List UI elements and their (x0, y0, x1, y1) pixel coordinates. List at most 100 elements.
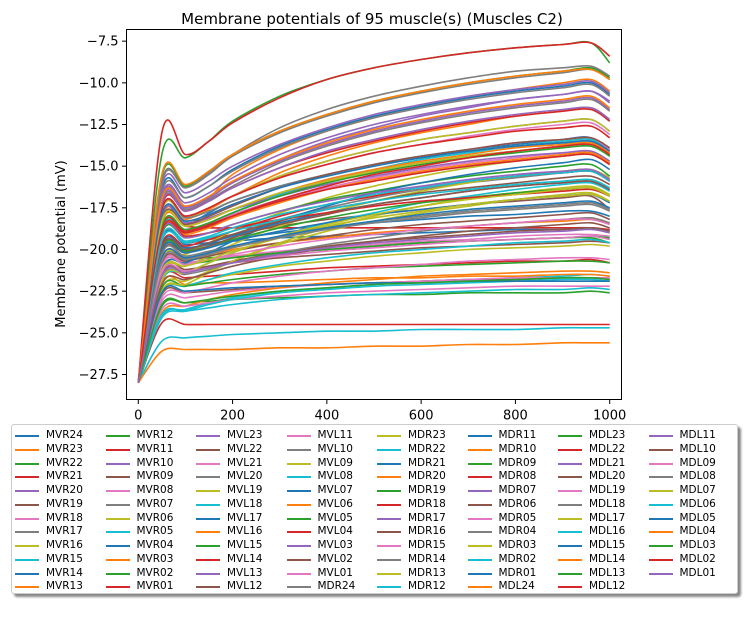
series-line-mdl09 (137, 235, 610, 383)
legend-label: MDR05 (498, 511, 537, 524)
legend-swatch (286, 435, 311, 437)
series-line-mvl01 (137, 285, 610, 384)
series-line-mvr17 (137, 98, 611, 383)
legend-item-mdr09: MDR09 (465, 456, 557, 471)
legend-item-mvr09: MVR09 (103, 469, 195, 484)
legend-swatch (105, 586, 130, 589)
series-line-mdr17 (137, 96, 611, 383)
legend-swatch (286, 490, 311, 492)
legend-label: MVR06 (136, 511, 174, 524)
legend-swatch (377, 517, 401, 520)
legend-swatch (105, 572, 130, 575)
legend-swatch (648, 517, 673, 520)
x-axis-ticks: 0 200 400 600 800 1000 (134, 399, 626, 424)
legend-swatch (196, 503, 220, 506)
x-tick-label: 200 (220, 409, 245, 424)
series-line-mdl16 (137, 287, 610, 384)
legend-swatch (15, 531, 39, 534)
series-line-mdl01 (137, 228, 610, 384)
series-line-mdr05 (137, 256, 610, 384)
legend-label: MVR03 (136, 552, 174, 565)
legend-item-mdl13: MDL13 (555, 566, 647, 581)
x-tick-label: 800 (503, 409, 528, 424)
legend-item-mdl04: MDL04 (646, 524, 738, 539)
legend-item-mdr19: MDR19 (374, 483, 466, 498)
legend-label: MDR11 (498, 429, 537, 441)
legend-swatch (15, 558, 39, 561)
legend-item-mdl09: MDL09 (646, 456, 738, 471)
legend-label: MDR10 (498, 442, 537, 455)
legend-item-mdr11: MDR11 (465, 428, 557, 443)
legend-item-mdl21: MDL21 (555, 456, 647, 471)
legend-label: MDL05 (679, 511, 716, 524)
plot-frame (126, 29, 622, 400)
legend-swatch (286, 531, 311, 534)
legend-swatch (648, 435, 673, 437)
legend-label: MDL24 (498, 580, 535, 593)
legend-item-mdr20: MDR20 (374, 469, 466, 484)
legend-swatch (286, 545, 311, 547)
legend-item-mvr18: MVR18 (12, 511, 104, 526)
legend-swatch (558, 545, 582, 547)
legend-item-mvr12: MVR12 (103, 428, 195, 443)
legend-swatch (15, 490, 39, 492)
legend-label: MVL06 (317, 497, 353, 510)
legend-swatch (377, 531, 401, 534)
legend-item-mvr06: MVR06 (103, 511, 195, 526)
legend-label: MVR19 (46, 497, 83, 510)
legend-item-mvl18: MVL18 (193, 497, 285, 512)
legend-item-mdr13: MDR13 (374, 566, 466, 581)
series-line-mdl20 (137, 136, 611, 383)
legend-swatch (105, 558, 130, 561)
y-tick-label: −25.0 (79, 326, 119, 341)
y-tick-label: −27.5 (79, 368, 119, 383)
y-tick-label: −22.5 (79, 285, 119, 300)
series-line-mdl03 (137, 276, 610, 384)
series-line-mdl17 (137, 193, 611, 383)
series-line-mdl02 (137, 143, 611, 383)
legend-item-mvl21: MVL21 (193, 456, 285, 471)
legend-item-mdr07: MDR07 (465, 483, 557, 498)
series-line-mdl19 (137, 218, 610, 383)
legend-item-mdr15: MDR15 (374, 538, 466, 553)
legend-item-mvl15: MVL15 (193, 538, 285, 553)
legend-item-mvr08: MVR08 (103, 483, 195, 498)
legend-label: MVL22 (227, 442, 263, 455)
legend-item-mvl10: MVL10 (284, 442, 376, 457)
legend-label: MVR22 (46, 456, 83, 469)
legend-item-mvr21: MVR21 (12, 469, 104, 484)
series-line-mdr18 (137, 188, 611, 383)
legend-label: MVL16 (227, 525, 263, 538)
legend-label: MDR20 (408, 470, 446, 483)
legend-swatch (196, 545, 220, 547)
y-axis-label: Membrane potential (mV) (54, 160, 69, 327)
y-tick-label: −12.5 (79, 118, 119, 133)
legend-swatch (377, 545, 401, 547)
legend-label: MVR08 (136, 484, 174, 496)
legend-item-mdl23: MDL23 (555, 428, 647, 443)
legend-item-mdl01: MDL01 (646, 566, 738, 581)
legend-swatch (377, 462, 401, 465)
legend-swatch (286, 586, 311, 589)
y-tick-label: −10.0 (79, 76, 119, 91)
legend-swatch (15, 476, 39, 479)
legend-label: MDL19 (589, 484, 626, 496)
legend-swatch (648, 531, 673, 534)
legend-label: MVR07 (136, 497, 174, 510)
legend-label: MDL07 (679, 484, 716, 496)
legend-swatch (105, 490, 130, 492)
legend-item-mvl06: MVL06 (284, 497, 376, 512)
legend-swatch (558, 435, 582, 437)
legend-label: MVR04 (136, 539, 174, 551)
legend-label: MVR15 (46, 552, 83, 565)
chart-title: Membrane potentials of 95 muscle(s) (Mus… (181, 10, 563, 28)
legend-swatch (377, 448, 401, 451)
legend-item-mdr05: MDR05 (465, 511, 557, 526)
legend-item-mdl14: MDL14 (555, 552, 647, 567)
legend-label: MVL03 (317, 539, 353, 551)
series-line-mdl24 (137, 341, 610, 384)
legend-swatch (105, 545, 130, 547)
legend-label: MVL07 (317, 484, 353, 496)
legend-item-mvr11: MVR11 (103, 442, 195, 457)
